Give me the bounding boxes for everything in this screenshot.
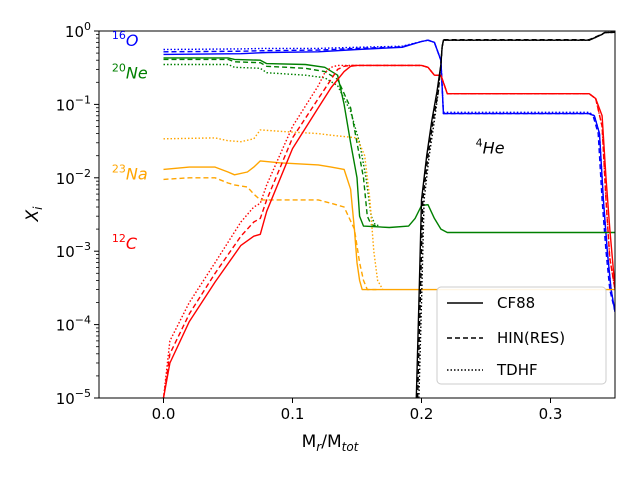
y-tick-label: 10−5 [56,387,91,408]
y-tick-label: 10−2 [56,167,91,188]
y-tick-label: 10−3 [56,240,91,261]
y-tick-label: 10−1 [56,93,91,114]
series-line-20ne-cf88 [163,57,615,234]
legend-label-hin-res: HIN(RES) [497,329,565,347]
y-axis-label: Xi [23,206,45,223]
y-tick-label: 10−4 [56,314,91,335]
y-tick-label: 100 [65,20,91,41]
annotation-he4: 4He [476,136,505,157]
x-tick-label: 0.2 [410,405,434,423]
series-line-23na-cf88 [163,160,615,291]
series-line-20ne-tdhf [163,63,381,227]
annotation-o16: 16O [112,29,139,50]
series-line-23na-tdhf [163,129,384,290]
x-tick-label: 0.0 [152,405,176,423]
series-line-20ne-hin [163,58,377,227]
x-tick-label: 0.1 [281,405,305,423]
annotation-na23: 23Na [112,162,148,183]
series-line-12c-hin [162,64,615,398]
series-layer [162,31,615,398]
series-line-16o-tdhf [163,39,615,312]
legend: CF88 HIN(RES) TDHF [436,286,607,385]
legend-label-tdhf: TDHF [496,361,538,379]
legend-label-cf88: CF88 [497,294,535,312]
annotation-ne20: 20Ne [112,62,148,83]
annotation-c12: 12C [112,232,138,253]
plot-frame [98,30,616,399]
x-tick-label: 0.3 [539,405,563,423]
series-line-16o-hin [163,39,615,312]
y-axis-ticks: 100 10−1 10−2 10−3 10−4 10−5 [56,20,99,408]
legend-box [436,286,607,385]
series-line-16o-cf88 [163,39,615,312]
series-line-23na-hin [163,177,377,291]
isotope-annotations: 16O 20Ne 23Na 12C 4He [112,29,505,253]
series-line-12c-tdhf [162,64,615,398]
series-line-4he-tdhf [418,31,615,398]
x-axis-label: Mr/Mtot [302,432,360,454]
x-axis-ticks: 0.0 0.1 0.2 0.3 [152,398,563,423]
